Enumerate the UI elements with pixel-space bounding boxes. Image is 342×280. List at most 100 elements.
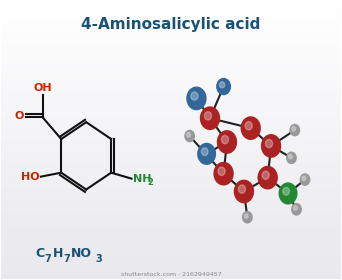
Bar: [1, 159, 341, 162]
Bar: [1, 118, 341, 121]
Bar: [1, 60, 341, 62]
Bar: [1, 209, 341, 212]
Bar: [1, 182, 341, 184]
Bar: [1, 251, 341, 254]
Circle shape: [220, 82, 225, 88]
Bar: [1, 215, 341, 218]
Circle shape: [238, 185, 246, 193]
Bar: [1, 276, 341, 279]
Bar: [1, 154, 341, 157]
Bar: [1, 232, 341, 234]
Bar: [1, 54, 341, 57]
Circle shape: [216, 78, 231, 95]
Bar: [1, 29, 341, 32]
Bar: [1, 129, 341, 132]
Bar: [1, 198, 341, 201]
Bar: [1, 179, 341, 182]
Bar: [1, 109, 341, 112]
Bar: [1, 157, 341, 159]
Text: NO: NO: [71, 247, 92, 260]
Circle shape: [186, 87, 207, 110]
Circle shape: [197, 143, 216, 165]
Circle shape: [245, 122, 252, 130]
Text: 4-Aminosalicylic acid: 4-Aminosalicylic acid: [81, 17, 261, 32]
Bar: [1, 195, 341, 198]
Bar: [1, 168, 341, 171]
Bar: [1, 242, 341, 245]
Circle shape: [283, 187, 289, 195]
Circle shape: [217, 130, 237, 154]
Bar: [1, 93, 341, 96]
Circle shape: [200, 106, 220, 130]
Bar: [1, 140, 341, 143]
Bar: [1, 79, 341, 82]
Bar: [1, 248, 341, 251]
Text: NH: NH: [133, 174, 152, 184]
Circle shape: [265, 139, 273, 148]
Circle shape: [291, 203, 302, 216]
Bar: [1, 101, 341, 104]
Bar: [1, 104, 341, 107]
Bar: [1, 262, 341, 265]
Text: HO: HO: [21, 172, 39, 182]
Bar: [1, 240, 341, 242]
Bar: [1, 85, 341, 87]
Bar: [1, 273, 341, 276]
Bar: [1, 123, 341, 126]
Circle shape: [218, 167, 225, 176]
Bar: [1, 21, 341, 24]
Bar: [1, 40, 341, 43]
Bar: [1, 7, 341, 10]
Bar: [1, 51, 341, 54]
Bar: [1, 165, 341, 168]
Bar: [1, 71, 341, 73]
Circle shape: [242, 211, 253, 223]
Circle shape: [221, 136, 228, 144]
Circle shape: [234, 179, 254, 203]
Bar: [1, 107, 341, 109]
Bar: [1, 223, 341, 226]
Circle shape: [261, 134, 281, 158]
Text: O: O: [14, 111, 24, 122]
Bar: [1, 212, 341, 215]
Bar: [1, 24, 341, 26]
Circle shape: [262, 171, 269, 179]
Bar: [1, 132, 341, 134]
Circle shape: [258, 166, 278, 190]
Text: C: C: [35, 247, 44, 260]
Bar: [1, 13, 341, 15]
Circle shape: [187, 132, 190, 137]
Bar: [1, 265, 341, 267]
Bar: [1, 226, 341, 229]
Bar: [1, 151, 341, 154]
Text: OH: OH: [33, 83, 52, 94]
Circle shape: [286, 151, 297, 164]
Bar: [1, 112, 341, 115]
Text: 7: 7: [45, 254, 52, 263]
Circle shape: [244, 214, 248, 218]
Bar: [1, 82, 341, 85]
Circle shape: [293, 206, 297, 210]
Text: H: H: [53, 247, 63, 260]
Text: 3: 3: [96, 254, 103, 263]
Circle shape: [302, 176, 306, 181]
Bar: [1, 173, 341, 176]
Text: shutterstock.com · 2162949457: shutterstock.com · 2162949457: [121, 272, 221, 277]
Bar: [1, 193, 341, 195]
Circle shape: [278, 182, 298, 205]
Bar: [1, 73, 341, 76]
Bar: [1, 143, 341, 146]
Text: 2: 2: [148, 178, 154, 187]
Bar: [1, 134, 341, 137]
Bar: [1, 18, 341, 21]
Bar: [1, 46, 341, 48]
Circle shape: [201, 148, 208, 155]
Bar: [1, 148, 341, 151]
Bar: [1, 96, 341, 98]
Bar: [1, 176, 341, 179]
Bar: [1, 207, 341, 209]
Bar: [1, 171, 341, 173]
Bar: [1, 229, 341, 232]
Bar: [1, 48, 341, 51]
Bar: [1, 65, 341, 68]
